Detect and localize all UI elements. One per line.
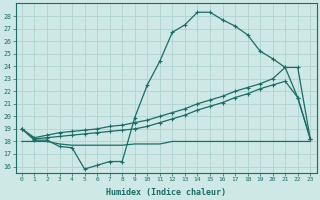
- X-axis label: Humidex (Indice chaleur): Humidex (Indice chaleur): [106, 188, 226, 197]
